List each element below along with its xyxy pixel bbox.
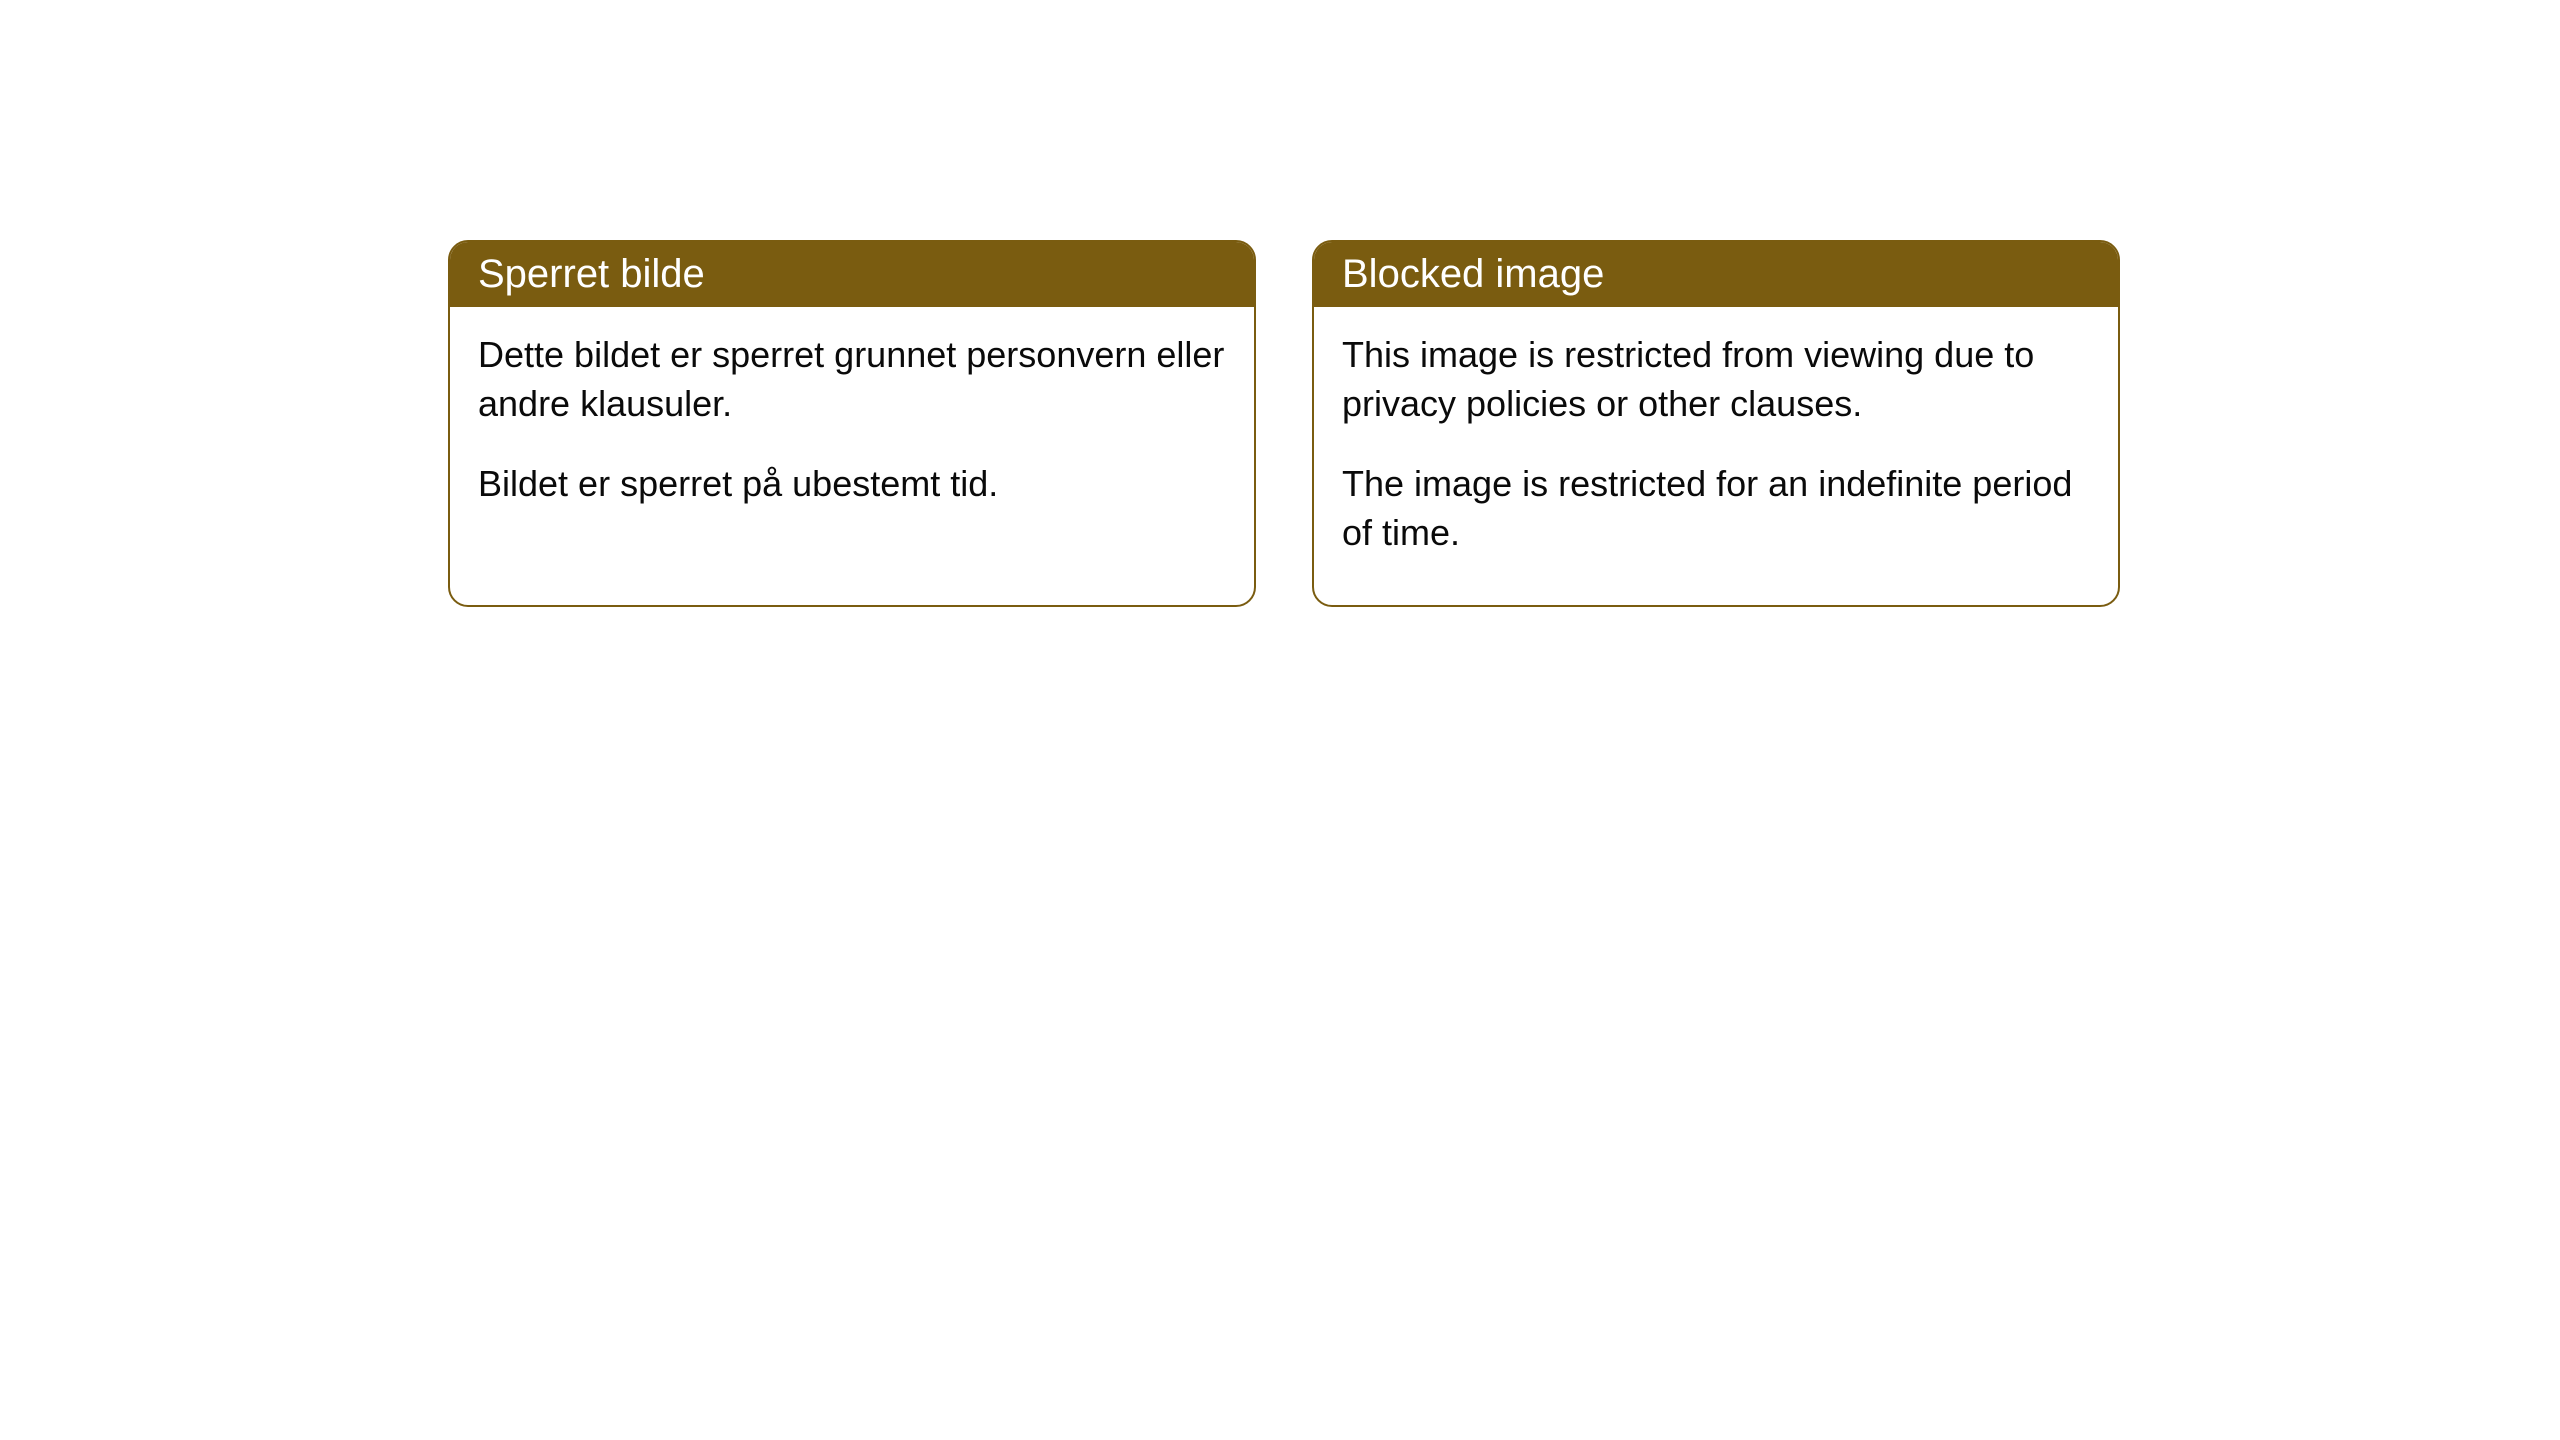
- notice-card-english: Blocked image This image is restricted f…: [1312, 240, 2120, 607]
- notice-card-norwegian: Sperret bilde Dette bildet er sperret gr…: [448, 240, 1256, 607]
- card-header-norwegian: Sperret bilde: [450, 242, 1254, 307]
- notice-text-line1: Dette bildet er sperret grunnet personve…: [478, 331, 1226, 428]
- notice-text-line2: The image is restricted for an indefinit…: [1342, 460, 2090, 557]
- notice-text-line1: This image is restricted from viewing du…: [1342, 331, 2090, 428]
- card-header-english: Blocked image: [1314, 242, 2118, 307]
- card-body-norwegian: Dette bildet er sperret grunnet personve…: [450, 307, 1254, 557]
- card-body-english: This image is restricted from viewing du…: [1314, 307, 2118, 605]
- notice-text-line2: Bildet er sperret på ubestemt tid.: [478, 460, 1226, 509]
- notice-container: Sperret bilde Dette bildet er sperret gr…: [0, 0, 2560, 607]
